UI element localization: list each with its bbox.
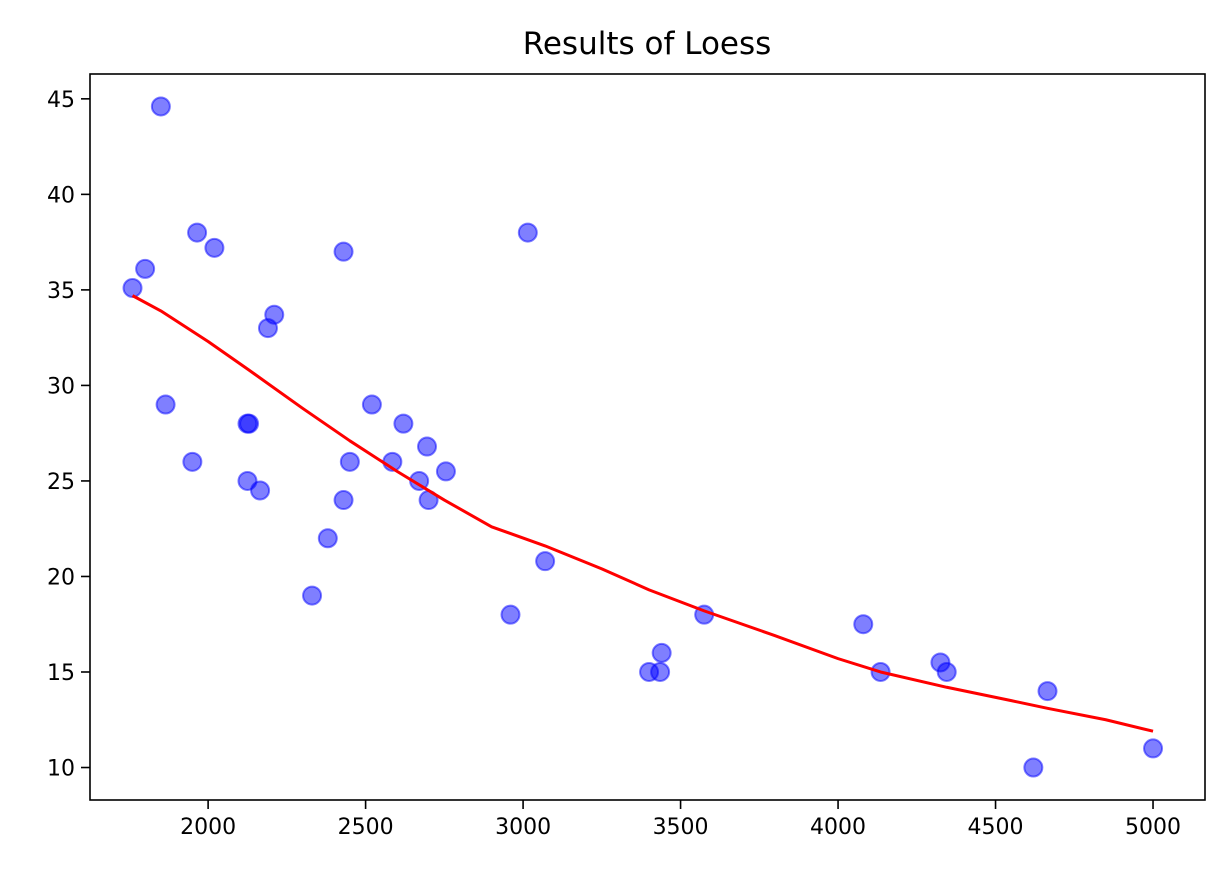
data-point — [187, 222, 208, 243]
data-point — [204, 237, 225, 258]
y-tick-label: 10 — [47, 757, 75, 782]
data-point — [239, 413, 260, 434]
x-tick-label: 2500 — [338, 815, 394, 840]
data-point — [853, 614, 874, 635]
x-axis: 2000 2500 3000 3500 4000 4500 5000 — [180, 800, 1181, 840]
y-tick-label: 20 — [47, 565, 75, 590]
data-point — [135, 258, 156, 279]
data-point — [122, 277, 143, 298]
y-tick-label: 30 — [47, 374, 75, 399]
x-tick-label: 2000 — [180, 815, 236, 840]
data-point — [1037, 681, 1058, 702]
data-point — [651, 642, 672, 663]
x-tick-label: 4500 — [968, 815, 1024, 840]
data-point — [435, 461, 456, 482]
data-point — [936, 661, 957, 682]
y-tick-label: 15 — [47, 661, 75, 686]
data-point — [155, 394, 176, 415]
data-point — [417, 436, 438, 457]
y-tick-label: 45 — [47, 88, 75, 113]
plot-frame — [89, 73, 1206, 801]
data-point — [650, 661, 671, 682]
x-tick-label: 3500 — [653, 815, 709, 840]
x-tick-label: 4000 — [810, 815, 866, 840]
y-axis: 10 15 20 25 30 35 40 45 — [47, 88, 90, 782]
chart-title: Results of Loess — [523, 26, 772, 62]
data-point — [317, 528, 338, 549]
data-point — [264, 304, 285, 325]
data-point — [339, 451, 360, 472]
data-point — [1143, 738, 1164, 759]
data-point — [182, 451, 203, 472]
x-tick-label: 3000 — [495, 815, 551, 840]
data-point — [302, 585, 323, 606]
data-point — [250, 480, 271, 501]
data-point — [500, 604, 521, 625]
data-point — [333, 241, 354, 262]
y-tick-label: 40 — [47, 183, 75, 208]
data-point — [333, 490, 354, 511]
data-point — [535, 551, 556, 572]
data-point — [393, 413, 414, 434]
data-point — [150, 96, 171, 117]
y-tick-label: 25 — [47, 470, 75, 495]
loess-line — [131, 294, 1154, 733]
loess-curve — [131, 294, 1154, 733]
scatter-points — [122, 96, 1164, 778]
data-point — [361, 394, 382, 415]
y-tick-label: 35 — [47, 279, 75, 304]
data-point — [517, 222, 538, 243]
x-tick-label: 5000 — [1125, 815, 1181, 840]
data-point — [1023, 757, 1044, 778]
